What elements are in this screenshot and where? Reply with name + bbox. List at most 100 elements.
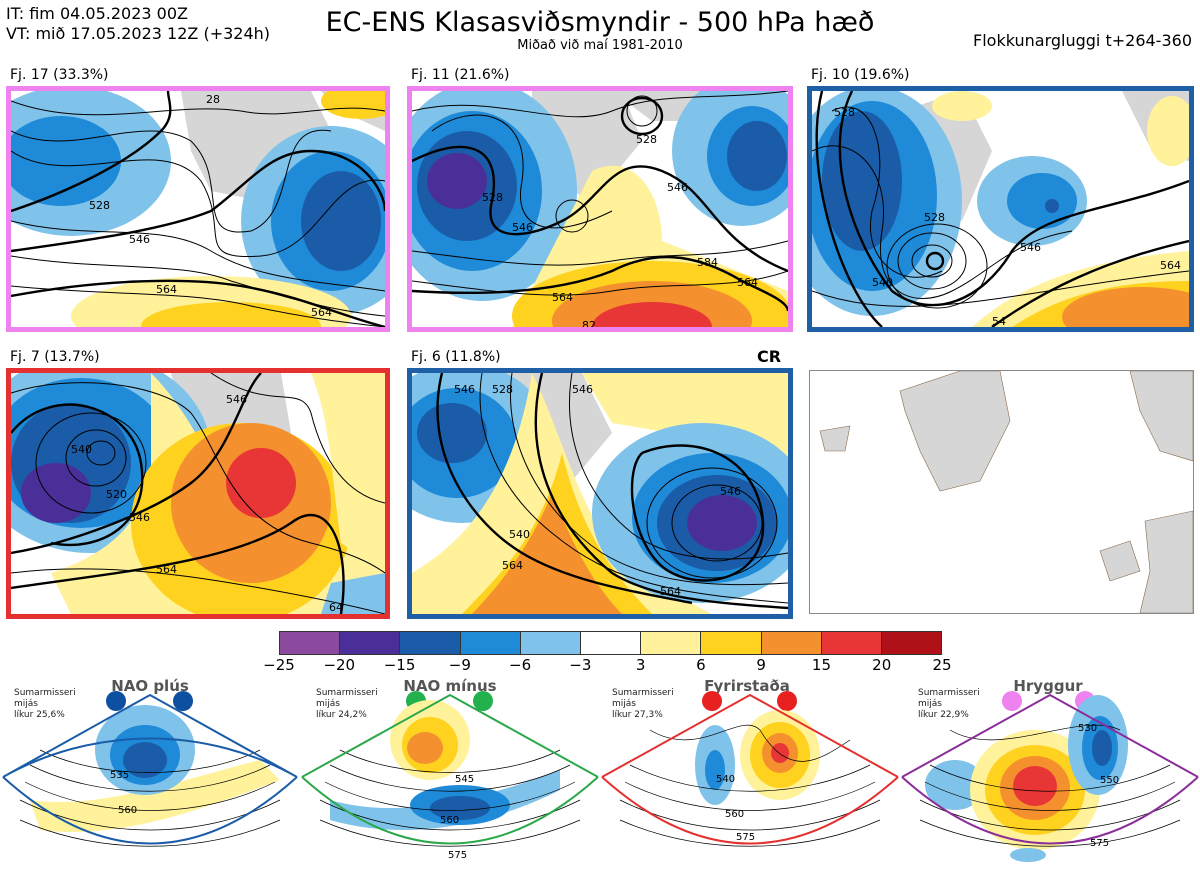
valid-time: VT: mið 17.05.2023 12Z (+324h)	[6, 24, 271, 43]
regime-dot-nao-plus	[106, 691, 126, 711]
contour-label: 584	[697, 256, 718, 269]
regime-dot-ridge	[1002, 691, 1022, 711]
colorbar-swatch	[400, 632, 461, 654]
contour-label: 540	[509, 528, 530, 541]
header-times: IT: fim 04.05.2023 00Z VT: mið 17.05.202…	[6, 4, 270, 44]
contour-label: 564	[156, 563, 177, 576]
regime-dot-blocking	[702, 691, 722, 711]
colorbar-swatch	[460, 632, 521, 654]
regime-name-nao-plus: NAO plús	[111, 677, 189, 695]
regime-note-nao-minus: Sumarmisseri mijás líkur 24,2%	[316, 688, 378, 720]
regime-map-nao-plus: 535 560	[2, 693, 298, 847]
cluster-label-2: Fj. 11 (21.6%)	[411, 67, 510, 83]
issue-time: IT: fim 04.05.2023 00Z	[6, 4, 188, 23]
colorbar-tick-label: 20	[872, 656, 892, 674]
contour-label: 540	[71, 443, 92, 456]
contour-label: 546	[512, 221, 533, 234]
cluster-label-1: Fj. 17 (33.3%)	[10, 67, 109, 83]
anomaly-colorbar	[279, 631, 942, 655]
contour-label: 564	[552, 291, 573, 304]
regime-note-blocking: Sumarmisseri mijás líkur 27,3%	[612, 688, 674, 720]
contour-label: 528	[492, 383, 513, 396]
regime-contour-label: 560	[440, 815, 459, 826]
contour-label: 528	[89, 199, 110, 212]
contour-label: 64	[329, 601, 343, 614]
contour-label: 528	[924, 211, 945, 224]
regime-contour-label: 530	[1078, 723, 1097, 734]
page-title: EC-ENS Klasasviðsmyndir - 500 hPa hæð	[325, 7, 875, 38]
colorbar-tick-label: −6	[509, 656, 532, 674]
regime-contour-label: 575	[736, 832, 755, 843]
regime-dot-blocking	[777, 691, 797, 711]
colorbar-tick-label: 6	[696, 656, 706, 674]
contour-label: 564	[156, 283, 177, 296]
colorbar-swatch	[761, 632, 822, 654]
contour-label: 528	[482, 191, 503, 204]
contour-label: 564	[737, 276, 758, 289]
contour-label: 546	[667, 181, 688, 194]
regime-contour-label: 540	[716, 774, 735, 785]
contour-label: 546	[129, 511, 150, 524]
regime-map-ridge: 530 550 575	[901, 693, 1199, 862]
regime-note-ridge: Sumarmisseri mijás líkur 22,9%	[918, 688, 980, 720]
colorbar-swatch	[340, 632, 401, 654]
regime-name-nao-minus: NAO mínus	[403, 677, 497, 695]
colorbar-swatch	[701, 632, 762, 654]
colorbar-swatch	[280, 632, 341, 654]
colorbar-tick-label: −15	[383, 656, 416, 674]
contour-label: 28	[206, 93, 220, 106]
regime-contour-label: 550	[1100, 775, 1119, 786]
cluster-map-5: 546 528 546 546 540 564 564	[407, 368, 793, 619]
contour-label: 546	[572, 383, 593, 396]
colorbar-swatch	[641, 632, 702, 654]
cluster-label-4: Fj. 7 (13.7%)	[10, 349, 100, 365]
regime-name-blocking: Fyrirstaða	[704, 677, 790, 695]
colorbar-tick-label: −20	[323, 656, 356, 674]
colorbar-tick-label: 25	[932, 656, 952, 674]
contour-label: 564	[660, 585, 681, 598]
regime-contour-label: 545	[455, 774, 474, 785]
colorbar-swatch	[520, 632, 581, 654]
page-subtitle: Miðað við maí 1981-2010	[517, 38, 683, 53]
contour-label: 546	[454, 383, 475, 396]
regime-maps: 535 560 545 560 575	[2, 693, 1199, 862]
colorbar-swatch	[580, 632, 642, 654]
colorbar-swatch	[821, 632, 882, 654]
cluster-map-3: 528 528 540 546 564 54	[807, 86, 1194, 332]
blank-reference-map	[809, 370, 1194, 614]
contour-label: 546	[226, 393, 247, 406]
cluster-label-3: Fj. 10 (19.6%)	[811, 67, 910, 83]
regime-dot-nao-minus	[473, 691, 493, 711]
contour-label: 82	[582, 319, 596, 327]
colorbar-tick-label: −25	[263, 656, 295, 674]
contour-label: 528	[636, 133, 657, 146]
contour-label: 540	[872, 276, 893, 289]
contour-label: 564	[311, 306, 332, 319]
cluster-label-5: Fj. 6 (11.8%)	[411, 349, 501, 365]
colorbar-tick-label: 3	[635, 656, 646, 674]
contour-label: 564	[502, 559, 523, 572]
regime-contour-label: 535	[110, 770, 129, 781]
cluster-map-4: 540 546 520 546 564 64	[6, 368, 390, 619]
regime-contour-label: 560	[725, 809, 744, 820]
cluster-map-1: 528 546 564 564 28	[6, 86, 390, 332]
regime-contour-label: 560	[118, 805, 137, 816]
regime-tag-cr: CR	[757, 347, 782, 366]
contour-label: 520	[106, 488, 127, 501]
contour-label: 54	[992, 315, 1006, 327]
cluster-map-2: 528 528 546 546 564 584 564 82	[407, 86, 793, 332]
regime-map-nao-minus: 545 560 575	[301, 693, 599, 861]
colorbar-tick-label: −3	[569, 656, 592, 674]
contour-label: 564	[1160, 259, 1181, 272]
colorbar-tick-label: 9	[756, 656, 766, 674]
regime-dot-nao-plus	[173, 691, 193, 711]
regime-contour-label: 575	[448, 850, 467, 861]
regime-map-blocking: 540 560 575	[601, 693, 899, 847]
classification-window: Flokkunargluggi t+264-360	[973, 31, 1192, 50]
colorbar-tick-label: −9	[448, 656, 471, 674]
contour-label: 546	[720, 485, 741, 498]
regime-note-nao-plus: Sumarmisseri mijás líkur 25,6%	[14, 688, 76, 720]
colorbar-tick-label: 15	[811, 656, 831, 674]
contour-label: 546	[129, 233, 150, 246]
regime-name-ridge: Hryggur	[1013, 677, 1083, 695]
